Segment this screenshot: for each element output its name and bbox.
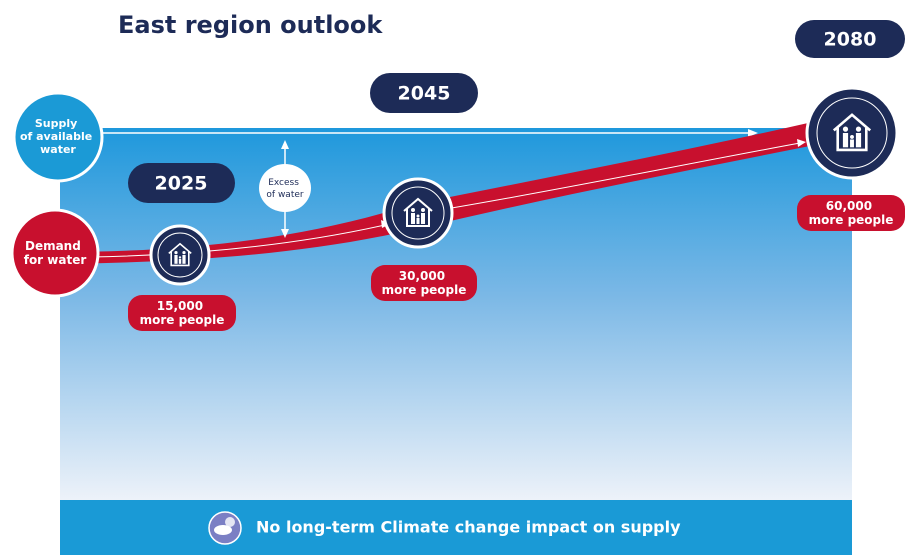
arrow-head: [797, 139, 806, 147]
year: 2080: [824, 29, 877, 51]
people-line: more people: [382, 283, 467, 297]
title: East region outlook: [118, 11, 383, 39]
demand-circle: [10, 208, 100, 298]
people-line: 15,000: [157, 299, 203, 313]
house-ring: [816, 97, 888, 169]
demand-line-text: for water: [24, 253, 87, 267]
house-ring: [391, 186, 445, 240]
house-ring: [157, 232, 203, 278]
people-line: 60,000: [826, 199, 872, 213]
excess-label: Excess of water: [266, 178, 303, 200]
year-pill: [128, 163, 235, 203]
footer-text: No long-term Climate change impact on su…: [256, 518, 681, 537]
year: 2045: [398, 83, 451, 105]
people-line: more people: [809, 213, 894, 227]
excess-line: of water: [266, 190, 303, 200]
year: 2025: [155, 173, 208, 195]
arrow-head: [748, 129, 758, 137]
excess-bubble: [259, 164, 311, 212]
supply-line-text: Supply: [35, 117, 77, 130]
footer-bar: [60, 500, 852, 555]
supply-label: Supply of available water: [20, 117, 96, 156]
supply-line-text: water: [40, 143, 76, 156]
people-pill: [371, 265, 477, 301]
excess-line: Excess: [268, 178, 299, 188]
people-label: 15,000 more people: [140, 299, 225, 327]
people-line: 30,000: [399, 269, 445, 283]
cloud: [214, 525, 232, 535]
demand-arrow: [89, 224, 386, 258]
demand-arrow: [439, 142, 801, 211]
demand-label: Demand for water: [24, 239, 87, 267]
people-label: 30,000 more people: [382, 269, 467, 297]
house-circle: [805, 86, 899, 180]
sun: [225, 517, 235, 527]
year-pill: [370, 73, 478, 113]
demand-line-text: Demand: [25, 239, 81, 253]
house-circle: [382, 177, 454, 249]
arrow-head: [281, 229, 289, 238]
people-line: more people: [140, 313, 225, 327]
house-circle: [149, 224, 211, 286]
supply-circle: [12, 91, 104, 183]
people-pill: [797, 195, 905, 231]
supply-line-text: of available: [20, 130, 92, 143]
people-pill: [128, 295, 236, 331]
year-pill: [795, 20, 905, 58]
people-label: 60,000 more people: [809, 199, 894, 227]
arrow-head: [281, 140, 289, 149]
